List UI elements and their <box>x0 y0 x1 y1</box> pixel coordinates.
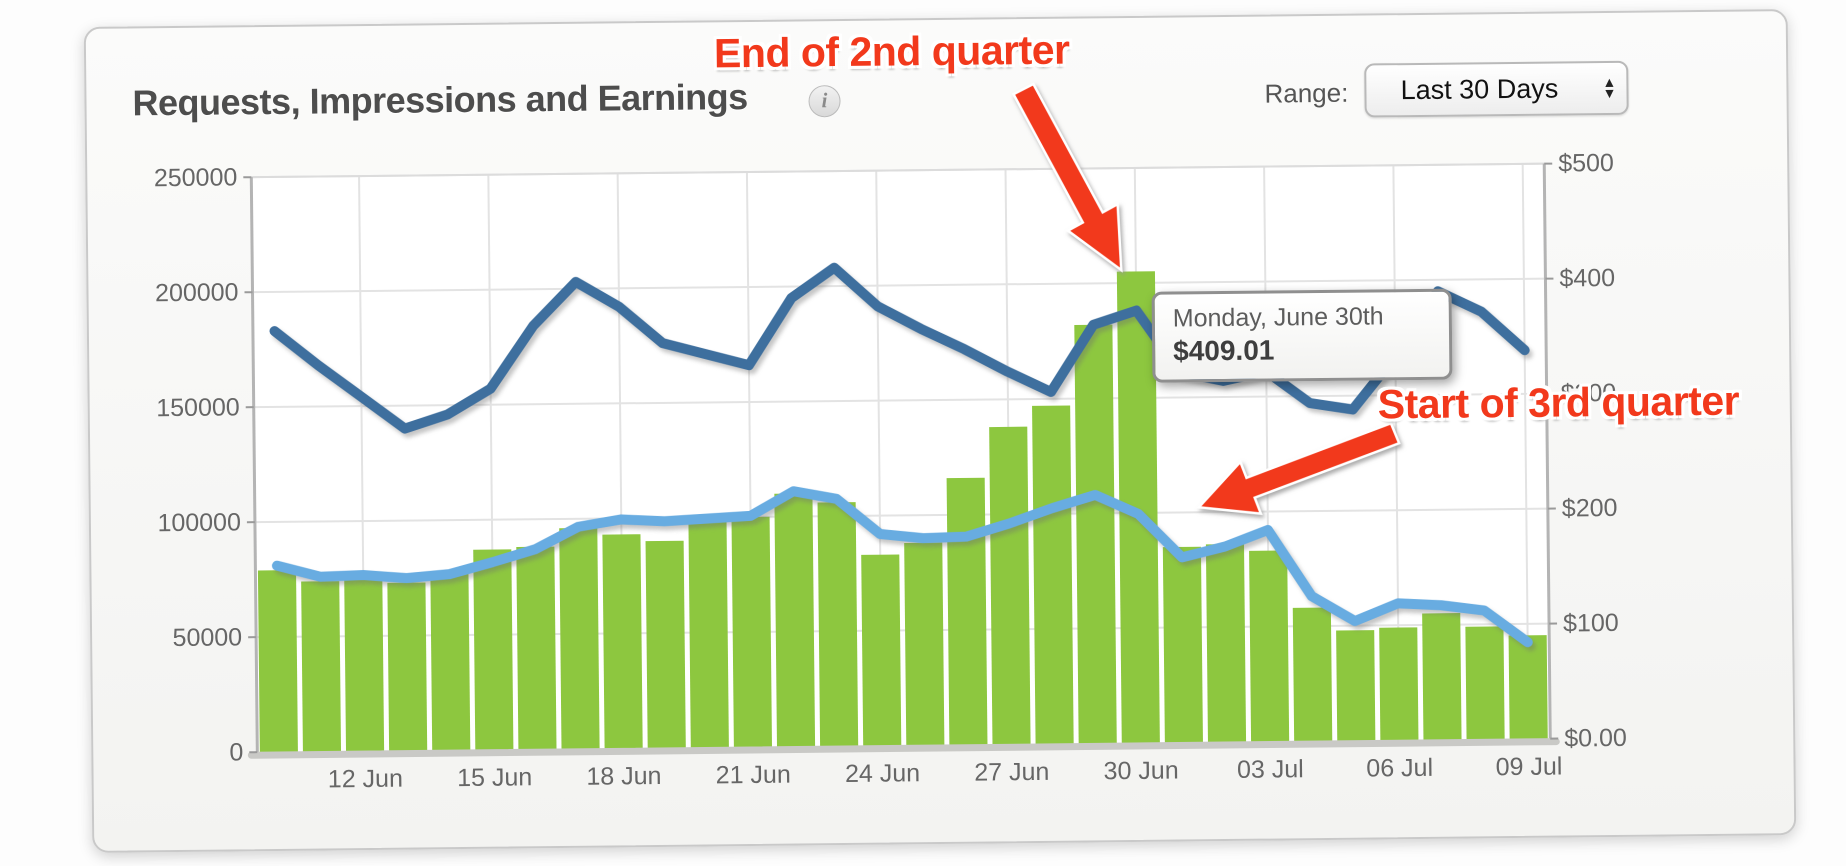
y-tick-label-right: $200 <box>1561 493 1618 523</box>
x-tick-label: 21 Jun <box>715 760 791 790</box>
chart-plot-area[interactable] <box>86 11 1795 851</box>
x-tick-label: 24 Jun <box>844 759 921 789</box>
y-tick-label-left: 200000 <box>154 278 239 308</box>
x-tick-label: 06 Jul <box>1366 753 1434 783</box>
y-tick-label-left: 100000 <box>157 508 242 538</box>
tooltip-date: Monday, June 30th <box>1172 302 1384 333</box>
chart-svg <box>243 162 1560 759</box>
x-tick-label: 27 Jun <box>974 757 1050 787</box>
y-tick-label-right: $0.00 <box>1564 723 1627 753</box>
y-tick-label-left: 50000 <box>172 623 243 653</box>
y-tick-label-left: 250000 <box>153 163 238 193</box>
x-tick-label: 03 Jul <box>1236 755 1304 784</box>
x-tick-label: 15 Jun <box>456 763 533 793</box>
x-tick-label: 18 Jun <box>586 761 662 791</box>
y-tick-label-right: $400 <box>1559 263 1616 293</box>
y-tick-label-left: 0 <box>229 738 244 767</box>
tooltip-value: $409.01 <box>1173 334 1275 367</box>
y-tick-label-right: $100 <box>1562 608 1619 638</box>
y-tick-label-right: $500 <box>1558 148 1615 178</box>
tooltip: Monday, June 30th $409.01 <box>1151 288 1453 383</box>
x-tick-label: 09 Jul <box>1495 752 1563 782</box>
annotation-start-q3: Start of 3rd quarter <box>1377 377 1740 428</box>
chart-card: Requests, Impressions and Earnings i Ran… <box>83 9 1797 853</box>
x-tick-label: 12 Jun <box>327 764 404 794</box>
x-tick-label: 30 Jun <box>1103 756 1179 786</box>
y-tick-label-left: 150000 <box>156 393 240 423</box>
annotation-end-q2: End of 2nd quarter <box>713 26 1070 77</box>
